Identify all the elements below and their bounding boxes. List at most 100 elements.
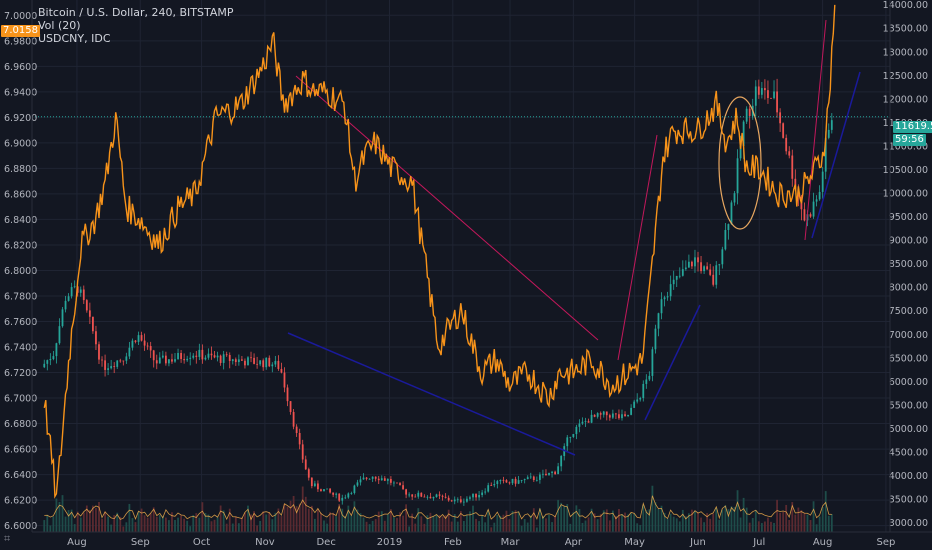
volume-bar [152,507,155,532]
volume-bar [292,495,295,532]
volume-bar [46,514,49,532]
left-tick-label: 6.6000 [4,521,37,532]
candle-body [204,357,207,360]
candle-body [399,483,401,486]
volume-bar [73,524,76,532]
candle-body [548,472,550,476]
volume-bar [608,520,611,532]
volume-bar [268,512,271,532]
volume-bar [587,517,590,532]
volume-bar [523,519,526,532]
candle-body [383,478,386,481]
candle-body [496,481,499,485]
volume-bar [286,506,289,532]
volume-bar [107,516,110,532]
volume-bar [627,514,629,532]
candle-body [447,497,450,501]
candle-body [499,479,502,482]
candle-body [621,414,623,419]
usdcny-line [43,4,836,499]
candle-body [101,359,103,361]
volume-bar [274,512,277,532]
volume-bar [456,521,459,532]
candle-body [627,414,629,417]
volume-bar [788,519,791,532]
volume-bar [61,495,64,532]
tv-logo-icon[interactable]: ⌗ [4,532,11,545]
bitcoin-candles [43,78,833,506]
candle-body [636,399,639,402]
legend-symbol[interactable]: Bitcoin / U.S. Dollar, 240, BITSTAMP [38,6,234,19]
legend-volume[interactable]: Vol (20) [38,19,81,32]
countdown-tag: 59:56 [893,134,926,146]
volume-bar [70,509,73,532]
chart-legend: Bitcoin / U.S. Dollar, 240, BITSTAMP Vol… [38,6,234,45]
candle-body [657,313,660,329]
volume-bar [341,508,344,532]
candle-body [55,343,58,357]
volume-bar [469,511,471,532]
candle-body [143,340,146,346]
volume-bar [359,513,362,532]
volume-bar [657,508,660,532]
candle-body [43,363,46,368]
volume-bar [222,510,225,532]
volume-bar [663,512,666,532]
candle-body [344,497,347,499]
candle-body [827,129,830,138]
volume-bar [621,514,623,532]
volume-bar [374,519,377,532]
volume-bar [313,518,316,532]
legend-usdcny[interactable]: USDCNY, IDC [38,32,111,45]
volume-bar [210,521,213,532]
candle-body [764,88,766,91]
right-tick-label: 4500.00 [889,447,928,458]
candle-body [307,469,310,478]
volume-bar [310,505,313,532]
candle-body [596,413,599,417]
volume-bar [615,515,617,532]
candle-body [362,477,365,480]
candle-body [535,479,538,481]
volume-bar [423,523,426,532]
volume-bar [715,508,718,532]
candle-body [317,483,319,490]
candle-body [757,86,760,95]
candle-body [61,309,64,327]
volume-bar [511,510,514,532]
candle-body [323,489,325,492]
left-tick-label: 6.7800 [4,291,37,302]
volume-bar [329,512,331,532]
candle-body [286,387,289,402]
volume-bar [344,515,347,532]
candle-body [420,492,423,497]
volume-bar [389,509,392,532]
candle-body [168,359,170,364]
candle-body [615,413,617,415]
volume-bar [526,522,529,532]
candle-body [79,289,82,293]
volume-bar [727,509,730,532]
volume-bar [584,520,587,532]
volume-bar [158,515,161,532]
volume-bar [812,501,815,532]
candle-body [49,359,52,361]
right-tick-label: 12500.00 [883,71,928,82]
volume-bar [183,518,186,532]
volume-bar [426,515,429,532]
volume-bar [739,517,742,532]
volume-bar [499,515,502,532]
candle-body [347,493,350,498]
candle-body [532,476,535,481]
volume-bar [67,510,70,532]
volume-bar [356,509,359,532]
volume-bar [204,512,207,532]
candle-body [645,379,648,384]
candle-body [119,360,122,362]
volume-bar [128,503,131,532]
volume-bar [678,521,681,532]
candle-body [231,359,234,362]
candle-body [408,494,411,496]
